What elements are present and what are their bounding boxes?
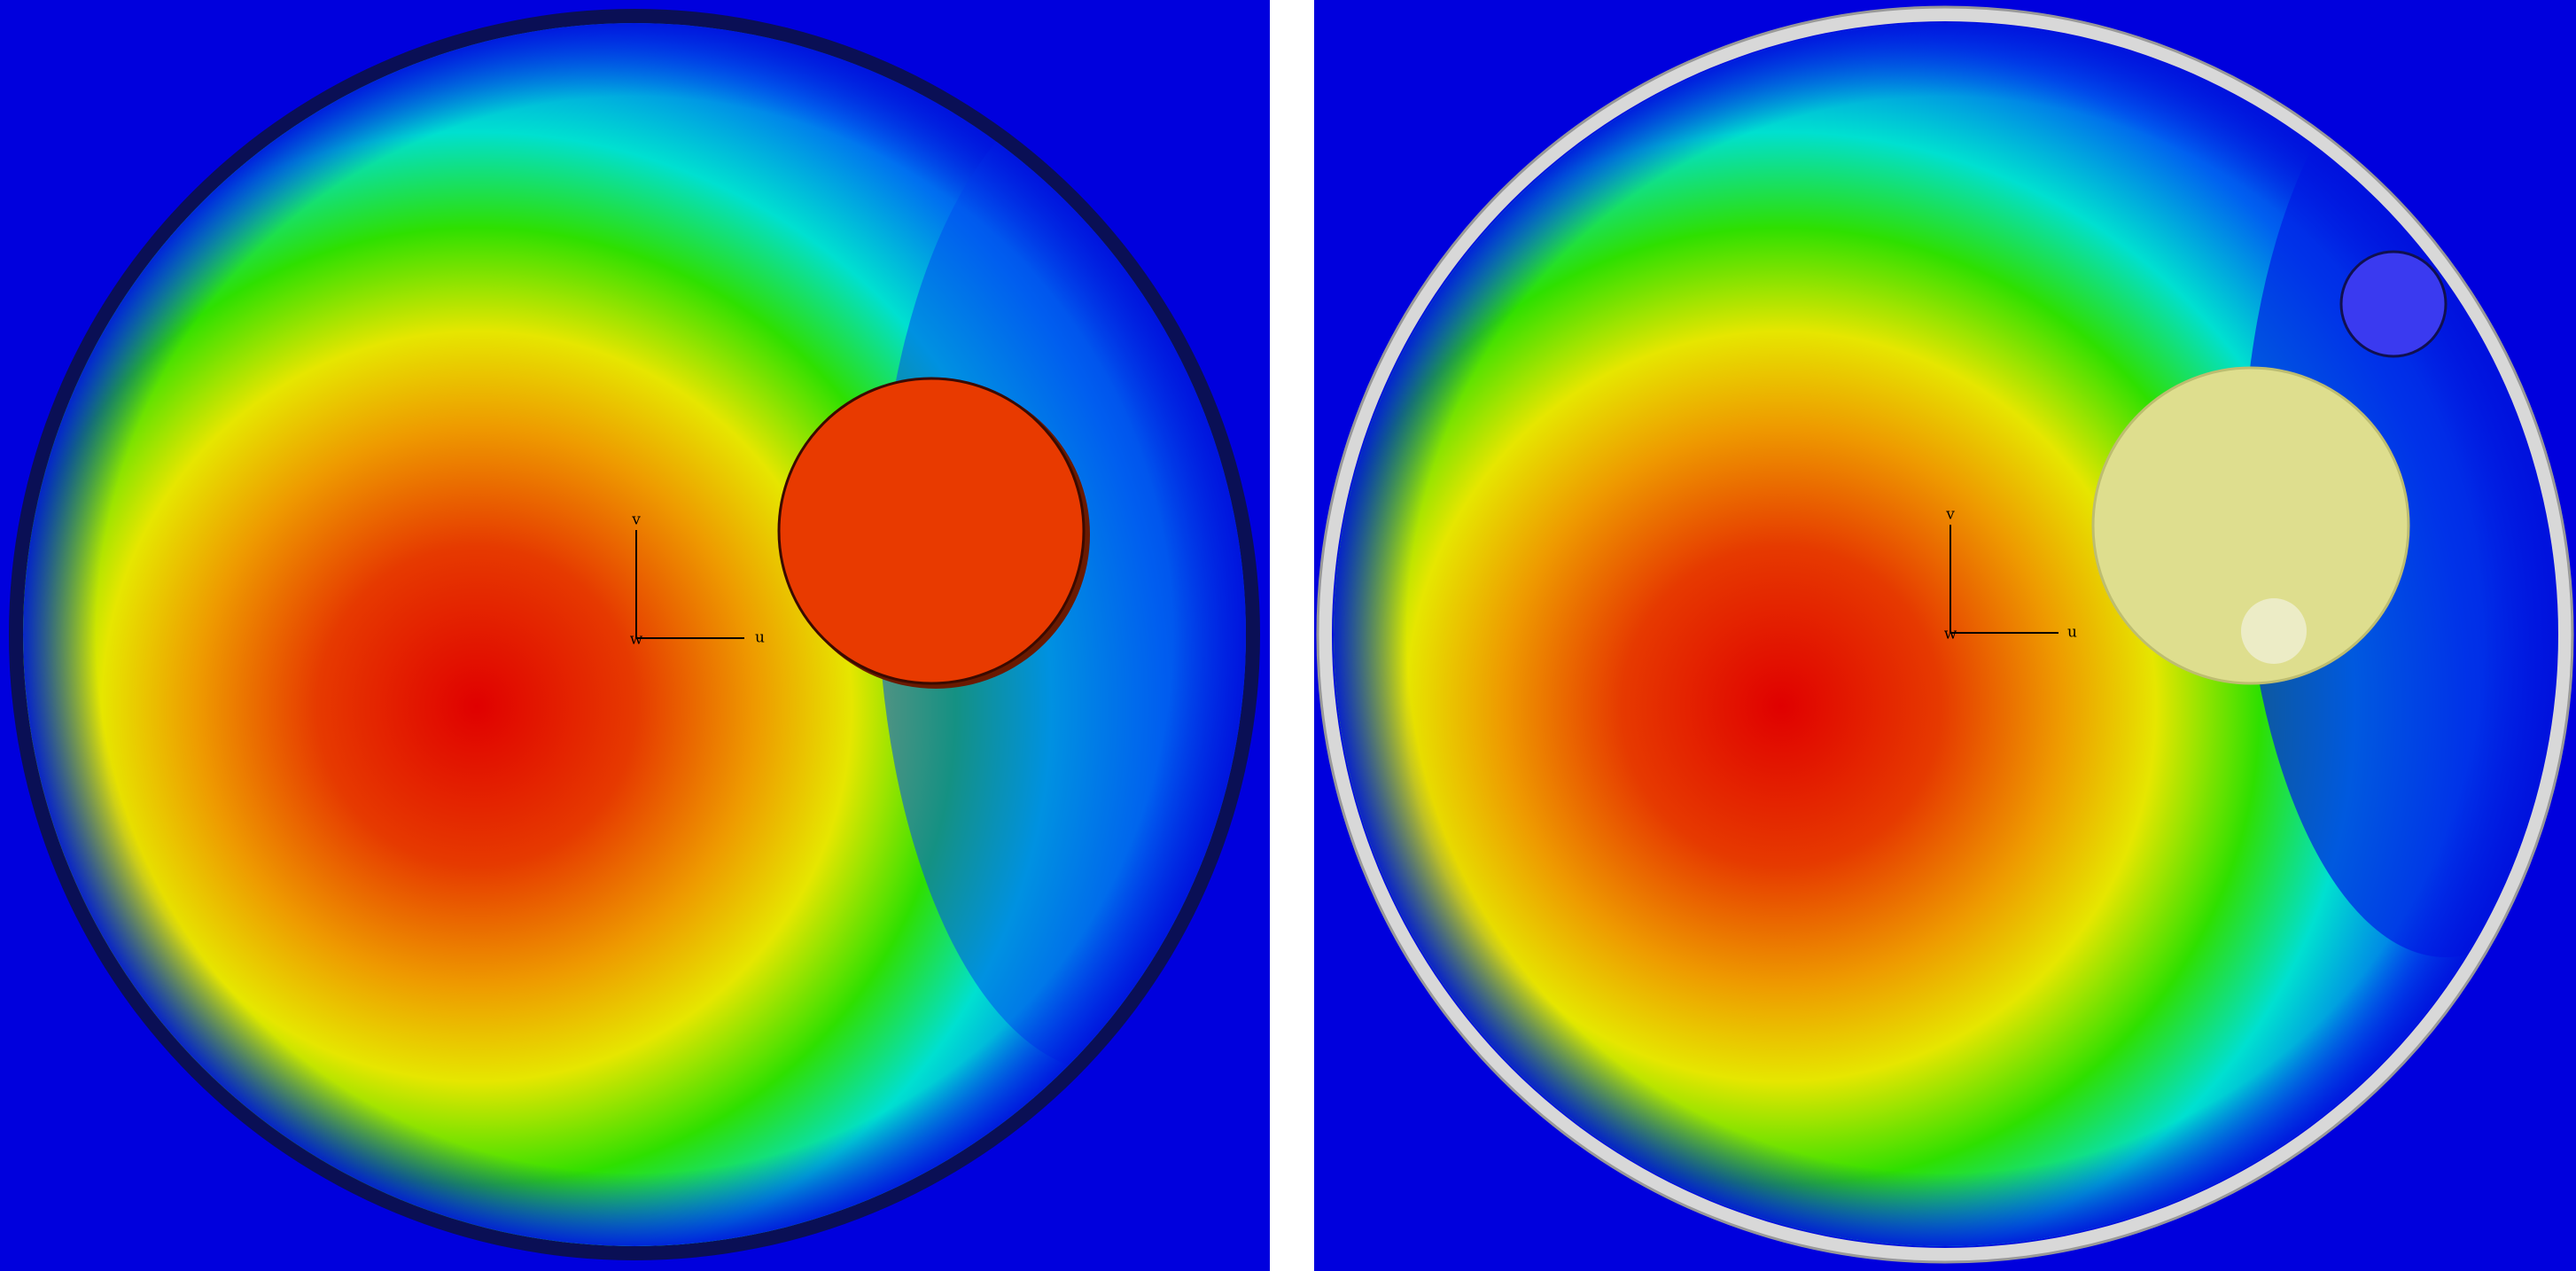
- left-panel: v u w: [0, 0, 1270, 1271]
- v-label: v: [631, 511, 641, 529]
- obstacle: [777, 377, 1086, 685]
- divider: [1270, 0, 1314, 1271]
- v-label: v: [1945, 506, 1955, 524]
- obstacle: [2091, 366, 2410, 685]
- highlight: [2241, 598, 2307, 664]
- edge-shade: [1334, 23, 2557, 1246]
- u-label: u: [755, 629, 765, 647]
- w-label: w: [630, 631, 643, 649]
- axis-triad: v u w: [630, 511, 765, 649]
- axis-triad: v u w: [1944, 506, 2077, 643]
- u-label: u: [2067, 624, 2077, 642]
- small-particle: [2339, 250, 2448, 358]
- right-panel: v u w: [1314, 0, 2576, 1271]
- edge-shade: [23, 23, 1246, 1246]
- w-label: w: [1944, 626, 1957, 643]
